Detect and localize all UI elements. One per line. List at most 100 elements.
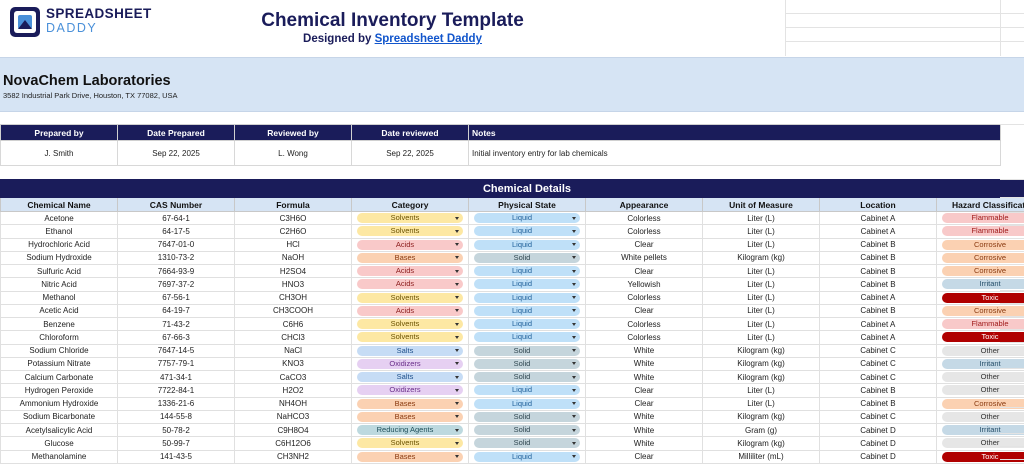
unit-of-measure-cell[interactable]: Liter (L): [702, 210, 820, 226]
category-cell[interactable]: Bases: [351, 250, 469, 266]
formula-cell[interactable]: C3H6O: [234, 210, 352, 226]
category-cell[interactable]: Solvents: [351, 330, 469, 345]
appearance-cell[interactable]: Clear: [585, 449, 703, 464]
category-cell[interactable]: Bases: [351, 449, 469, 464]
hazard-classification-cell[interactable]: Toxic: [935, 449, 1024, 464]
cas-number-cell[interactable]: 7647-14-5: [117, 343, 235, 358]
chemical-name-cell[interactable]: Benzene: [0, 316, 118, 332]
chemical-name-cell[interactable]: Acetic Acid: [0, 303, 118, 319]
cas-number-cell[interactable]: 7722-84-1: [117, 383, 235, 398]
formula-cell[interactable]: NaCl: [234, 343, 352, 358]
cas-number-cell[interactable]: 1336-21-6: [117, 396, 235, 411]
location-cell[interactable]: Cabinet A: [819, 290, 937, 305]
category-cell[interactable]: Bases: [351, 409, 469, 425]
unit-of-measure-cell[interactable]: Liter (L): [702, 224, 820, 239]
category-cell[interactable]: Acids: [351, 303, 469, 319]
unit-of-measure-cell[interactable]: Kilogram (kg): [702, 369, 820, 385]
category-cell[interactable]: Solvents: [351, 224, 469, 239]
reviewed-by-cell[interactable]: L. Wong: [234, 140, 352, 166]
formula-cell[interactable]: C9H8O4: [234, 422, 352, 438]
dropdown-arrow-icon[interactable]: [572, 388, 576, 392]
dropdown-arrow-icon[interactable]: [572, 455, 576, 459]
unit-of-measure-cell[interactable]: Liter (L): [702, 330, 820, 345]
category-dropdown[interactable]: Bases: [357, 252, 463, 263]
physical-state-cell[interactable]: Liquid: [468, 277, 586, 292]
chemical-name-cell[interactable]: Methanol: [0, 290, 118, 305]
unit-of-measure-cell[interactable]: Milliliter (mL): [702, 449, 820, 464]
appearance-cell[interactable]: White: [585, 422, 703, 438]
dropdown-arrow-icon[interactable]: [455, 282, 459, 286]
appearance-cell[interactable]: Yellowish: [585, 277, 703, 292]
dropdown-arrow-icon[interactable]: [455, 375, 459, 379]
formula-cell[interactable]: CH3COOH: [234, 303, 352, 319]
location-cell[interactable]: Cabinet A: [819, 224, 937, 239]
physical-state-cell[interactable]: Liquid: [468, 330, 586, 345]
hazard-classification-dropdown[interactable]: Flammable: [942, 226, 1024, 237]
chemical-name-cell[interactable]: Chloroform: [0, 330, 118, 345]
hazard-classification-dropdown[interactable]: Corrosive: [942, 305, 1024, 316]
physical-state-dropdown[interactable]: Liquid: [474, 292, 580, 303]
unit-of-measure-cell[interactable]: Kilogram (kg): [702, 250, 820, 266]
location-cell[interactable]: Cabinet C: [819, 343, 937, 358]
hazard-classification-cell[interactable]: Other: [935, 369, 1024, 385]
physical-state-dropdown[interactable]: Solid: [474, 345, 580, 356]
appearance-cell[interactable]: White: [585, 356, 703, 372]
category-dropdown[interactable]: Bases: [357, 411, 463, 422]
physical-state-dropdown[interactable]: Liquid: [474, 213, 580, 224]
appearance-cell[interactable]: Colorless: [585, 224, 703, 239]
hazard-classification-dropdown[interactable]: Irritant: [942, 279, 1024, 290]
unit-of-measure-cell[interactable]: Liter (L): [702, 290, 820, 305]
physical-state-dropdown[interactable]: Liquid: [474, 305, 580, 316]
dropdown-arrow-icon[interactable]: [455, 216, 459, 220]
hazard-classification-dropdown[interactable]: Other: [942, 385, 1024, 396]
physical-state-dropdown[interactable]: Solid: [474, 425, 580, 436]
chemical-name-cell[interactable]: Ammonium Hydroxide: [0, 396, 118, 411]
hazard-classification-dropdown[interactable]: Toxic: [942, 292, 1024, 303]
dropdown-arrow-icon[interactable]: [455, 415, 459, 419]
physical-state-cell[interactable]: Liquid: [468, 449, 586, 464]
category-dropdown[interactable]: Oxidizers: [357, 358, 463, 369]
appearance-cell[interactable]: Clear: [585, 263, 703, 279]
category-cell[interactable]: Salts: [351, 369, 469, 385]
physical-state-dropdown[interactable]: Liquid: [474, 398, 580, 409]
hazard-classification-dropdown[interactable]: Other: [942, 345, 1024, 356]
location-cell[interactable]: Cabinet B: [819, 303, 937, 319]
hazard-classification-dropdown[interactable]: Other: [942, 372, 1024, 383]
dropdown-arrow-icon[interactable]: [572, 296, 576, 300]
location-cell[interactable]: Cabinet B: [819, 237, 937, 252]
physical-state-cell[interactable]: Solid: [468, 436, 586, 451]
location-cell[interactable]: Cabinet C: [819, 369, 937, 385]
physical-state-cell[interactable]: Solid: [468, 250, 586, 266]
unit-of-measure-cell[interactable]: Liter (L): [702, 263, 820, 279]
physical-state-dropdown[interactable]: Liquid: [474, 385, 580, 396]
hazard-classification-dropdown[interactable]: Corrosive: [942, 239, 1024, 250]
formula-cell[interactable]: KNO3: [234, 356, 352, 372]
dropdown-arrow-icon[interactable]: [572, 362, 576, 366]
location-cell[interactable]: Cabinet A: [819, 210, 937, 226]
dropdown-arrow-icon[interactable]: [572, 282, 576, 286]
cas-number-cell[interactable]: 64-17-5: [117, 224, 235, 239]
category-dropdown[interactable]: Reducing Agents: [357, 425, 463, 436]
chemical-name-cell[interactable]: Methanolamine: [0, 449, 118, 464]
cas-number-cell[interactable]: 471-34-1: [117, 369, 235, 385]
category-dropdown[interactable]: Solvents: [357, 319, 463, 330]
dropdown-arrow-icon[interactable]: [572, 229, 576, 233]
location-cell[interactable]: Cabinet C: [819, 409, 937, 425]
location-cell[interactable]: Cabinet B: [819, 263, 937, 279]
cas-number-cell[interactable]: 7757-79-1: [117, 356, 235, 372]
physical-state-cell[interactable]: Liquid: [468, 263, 586, 279]
appearance-cell[interactable]: Clear: [585, 237, 703, 252]
physical-state-dropdown[interactable]: Solid: [474, 372, 580, 383]
unit-of-measure-cell[interactable]: Liter (L): [702, 396, 820, 411]
category-cell[interactable]: Oxidizers: [351, 356, 469, 372]
chemical-name-cell[interactable]: Hydrochloric Acid: [0, 237, 118, 252]
physical-state-cell[interactable]: Liquid: [468, 383, 586, 398]
location-cell[interactable]: Cabinet A: [819, 330, 937, 345]
dropdown-arrow-icon[interactable]: [455, 296, 459, 300]
physical-state-cell[interactable]: Solid: [468, 409, 586, 425]
chemical-name-cell[interactable]: Sodium Bicarbonate: [0, 409, 118, 425]
physical-state-cell[interactable]: Liquid: [468, 224, 586, 239]
dropdown-arrow-icon[interactable]: [455, 455, 459, 459]
dropdown-arrow-icon[interactable]: [455, 335, 459, 339]
dropdown-arrow-icon[interactable]: [455, 309, 459, 313]
